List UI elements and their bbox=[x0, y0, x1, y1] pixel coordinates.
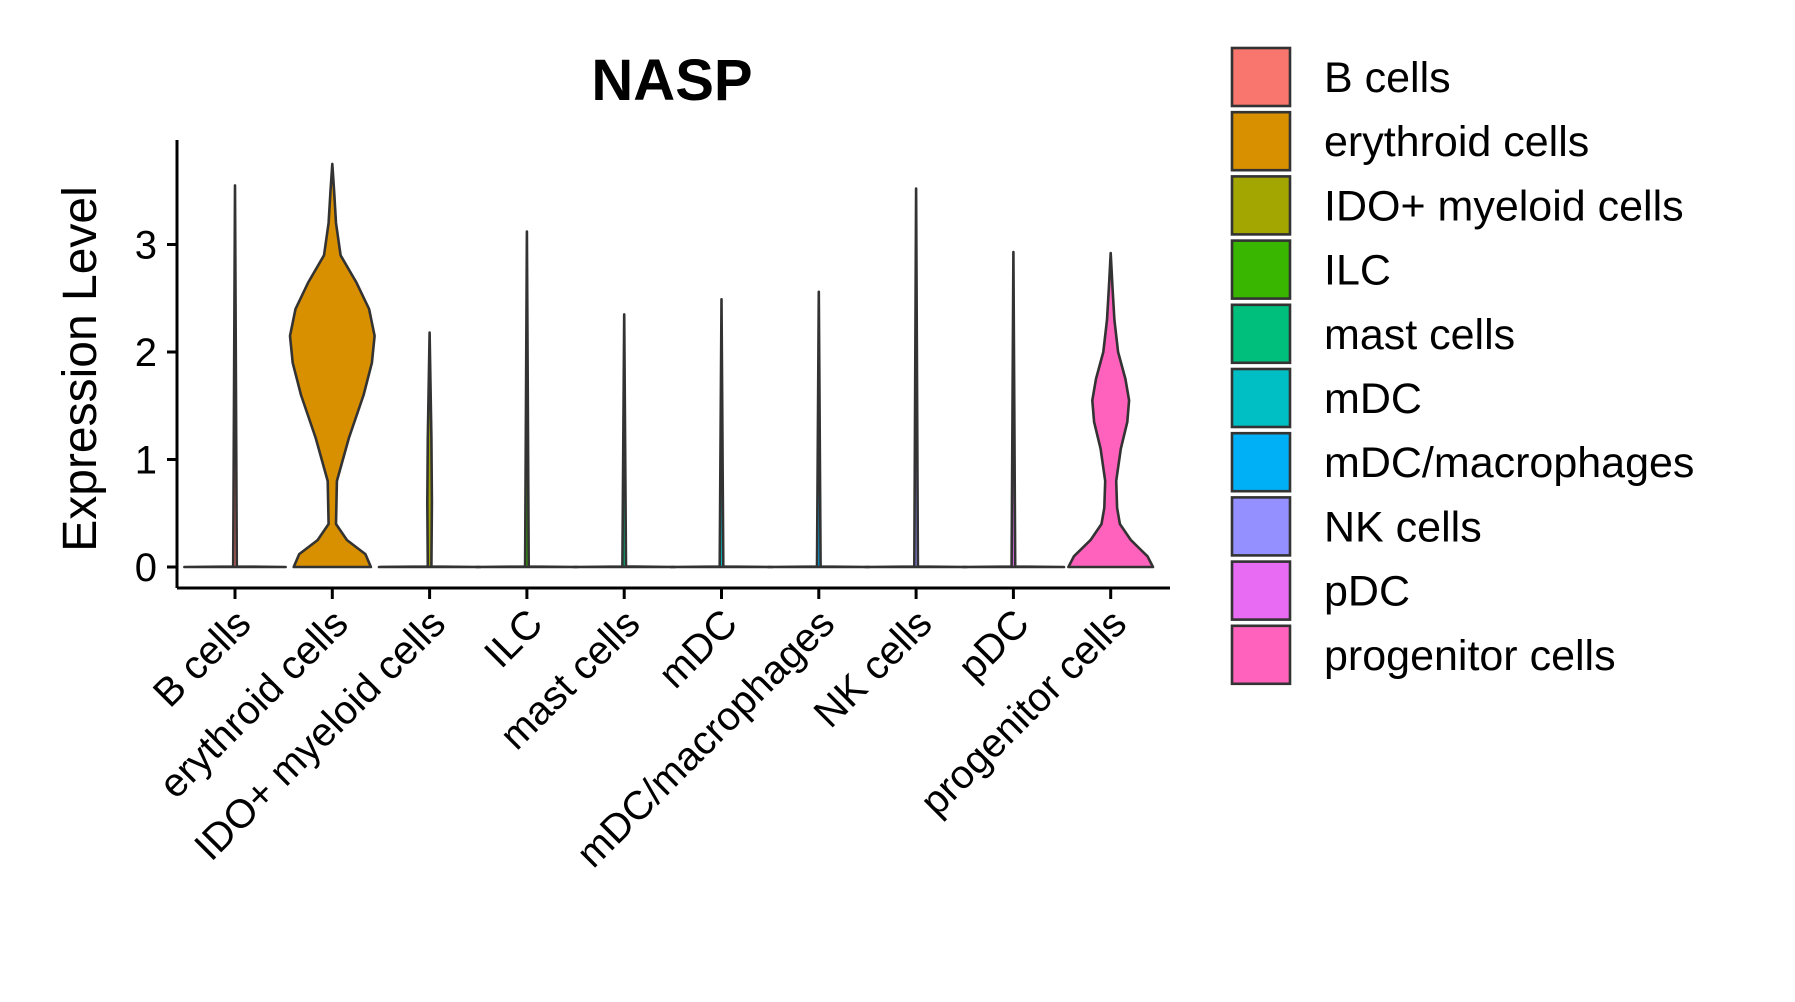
y-tick-label: 2 bbox=[135, 331, 157, 375]
legend-key bbox=[1230, 239, 1292, 300]
legend-key bbox=[1230, 431, 1292, 493]
legend-label: B cells bbox=[1324, 54, 1451, 102]
legend-key bbox=[1230, 496, 1292, 557]
legend-label: IDO+ myeloid cells bbox=[1324, 182, 1684, 230]
violin-8 bbox=[864, 187, 968, 569]
legend-key bbox=[1230, 110, 1292, 172]
legend-key bbox=[1230, 367, 1292, 429]
violin-2 bbox=[288, 162, 376, 569]
legend-label: progenitor cells bbox=[1324, 632, 1616, 680]
legend: B cells erythroid cells IDO+ myeloid cells… bbox=[1230, 46, 1694, 686]
legend-label: pDC bbox=[1324, 568, 1410, 616]
y-tick-label: 1 bbox=[135, 439, 157, 483]
violin-9 bbox=[961, 250, 1066, 569]
legend-label: ILC bbox=[1324, 247, 1391, 295]
legend-key bbox=[1230, 303, 1292, 365]
violin-4 bbox=[475, 230, 579, 569]
legend-label: mDC bbox=[1324, 375, 1422, 423]
violin-3 bbox=[377, 331, 482, 569]
y-tick-label: 0 bbox=[135, 546, 157, 590]
violin-5 bbox=[572, 313, 677, 569]
violin-1 bbox=[183, 184, 287, 569]
legend-label: erythroid cells bbox=[1324, 118, 1589, 166]
legend-key bbox=[1230, 624, 1292, 686]
legend-label: mast cells bbox=[1324, 311, 1515, 359]
chart-title: NASP bbox=[591, 48, 752, 113]
violin-10 bbox=[1067, 251, 1155, 569]
legend-key bbox=[1230, 560, 1292, 621]
legend-key bbox=[1230, 46, 1292, 108]
violin-group bbox=[183, 162, 1155, 569]
legend-label: NK cells bbox=[1324, 503, 1482, 551]
y-axis-label: Expression Level bbox=[54, 186, 107, 552]
x-tick-label: pDC bbox=[950, 601, 1038, 689]
x-tick-label: ILC bbox=[476, 601, 551, 676]
legend-label: mDC/macrophages bbox=[1324, 439, 1694, 487]
violin-6 bbox=[669, 298, 774, 569]
legend-key bbox=[1230, 175, 1292, 236]
y-tick-label: 3 bbox=[135, 224, 157, 268]
violin-7 bbox=[766, 290, 871, 569]
